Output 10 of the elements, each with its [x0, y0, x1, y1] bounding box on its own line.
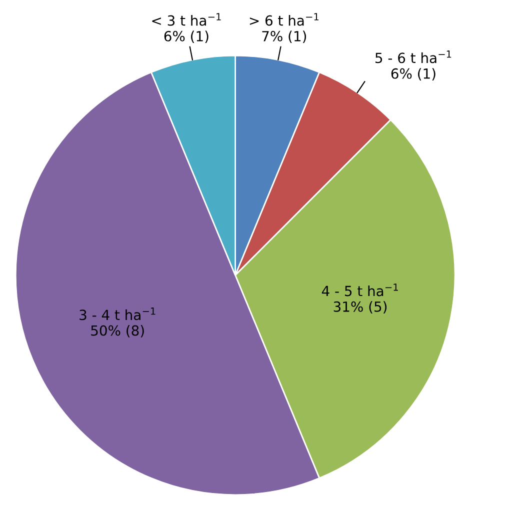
slice-label: 4 - 5 t ha$^{−1}$: [322, 284, 398, 296]
slice-label: > 6 t ha$^{−1}$: [250, 13, 319, 26]
data-label: 7% (1): [262, 30, 306, 44]
slice-label: 3 - 4 t ha$^{−1}$: [80, 308, 156, 320]
data-label: 50% (8): [91, 325, 144, 338]
data-label: 6% (1): [391, 68, 436, 80]
data-label: 31% (5): [334, 301, 387, 314]
slice-label: 5 - 6 t ha$^{−1}$: [376, 50, 452, 64]
slice-label: < 3 t ha$^{−1}$: [152, 13, 221, 26]
data-label: 6% (1): [164, 30, 208, 44]
